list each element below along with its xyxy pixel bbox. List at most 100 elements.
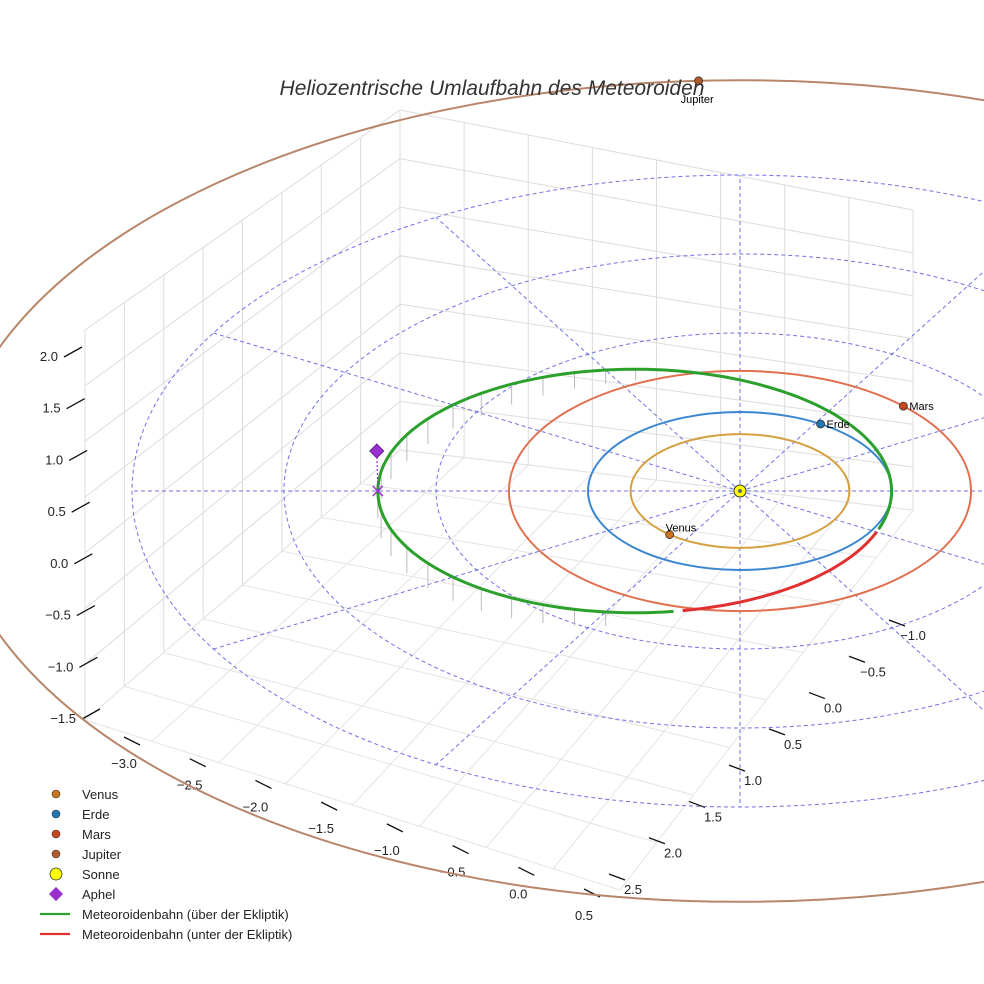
wall-grid-line (84, 158, 914, 387)
axis-tick-label: −1.5 (308, 821, 334, 836)
axis-tick-mark (608, 873, 626, 881)
axis-tick-label: 0.0 (50, 556, 68, 571)
aphelion-marker[interactable] (369, 443, 385, 459)
axis-tick-label: 0.5 (784, 737, 802, 752)
legend-item[interactable]: Aphel (48, 886, 115, 902)
floor-grid-line (352, 479, 657, 806)
planet-venus[interactable] (665, 530, 675, 539)
legend-item[interactable]: Meteoroidenbahn (unter der Ekliptik) (40, 927, 292, 942)
axis-tick-label: −1.5 (50, 711, 76, 726)
ecliptic-grid-spoke (739, 417, 984, 492)
axis-tick-label: 0.0 (509, 886, 527, 901)
axis-tick-label: 2.0 (40, 349, 58, 364)
wall-grid-line (84, 352, 914, 609)
floor-grid-line (419, 487, 721, 827)
wall-grid-line (84, 255, 914, 498)
scene-box-grid (84, 109, 914, 891)
axis-tick-mark (81, 708, 101, 720)
axis-tick-label: −1.0 (48, 659, 74, 674)
wall-grid-line (84, 303, 914, 554)
legend-item[interactable]: Venus (51, 787, 119, 802)
planet-label-erde: Erde (827, 419, 850, 431)
planet-label-mars: Mars (909, 401, 934, 413)
wall-grid-line (84, 109, 914, 331)
axis-tick-mark (73, 553, 93, 565)
axis-tick-mark (123, 736, 141, 746)
axis-tick-mark (68, 449, 88, 461)
legend-item[interactable]: Erde (51, 807, 109, 822)
orbit-mars (507, 369, 973, 613)
legend[interactable]: Venus Erde Mars Jupiter Sonne Aphel Meteoroide… (40, 787, 292, 942)
axis-tick-label: 0.5 (48, 504, 66, 519)
orbit-jupiter (0, 79, 984, 903)
axis-tick-mark (320, 801, 338, 811)
sun-core (738, 489, 742, 493)
axis-tick-label: 1.0 (744, 773, 762, 788)
axis-tick-label: −2.0 (243, 799, 269, 814)
axis-tick-mark (79, 656, 98, 668)
legend-label: Mars (82, 827, 111, 842)
axis-tick-mark (808, 691, 826, 700)
axis-tick-label: 1.0 (45, 452, 63, 467)
axis-tick-mark (768, 728, 786, 736)
planet-jupiter[interactable] (694, 76, 704, 86)
legend-item[interactable]: Meteoroidenbahn (über der Ekliptik) (40, 907, 289, 922)
legend-label: Meteoroidenbahn (über der Ekliptik) (82, 907, 289, 922)
body-layer: Venus Erde Mars Jupiter (369, 76, 934, 539)
legend-label: Sonne (82, 867, 120, 882)
meteoroid-orbit-above (376, 367, 894, 615)
axis-tick-mark (66, 398, 85, 410)
axis-tick-label: −1.0 (374, 843, 400, 858)
axis-tick-mark (648, 837, 666, 845)
planet-label-venus: Venus (666, 523, 697, 535)
planet-mars[interactable] (898, 401, 908, 411)
ecliptic-grid-spoke (213, 332, 741, 492)
wall-grid-line (84, 206, 914, 442)
orbit-layer (0, 79, 984, 903)
axis-tick-label: 2.5 (624, 882, 642, 897)
aphelion-projection (372, 485, 384, 497)
floor-grid-line (360, 483, 877, 558)
axis-tick-label: 0.0 (824, 701, 842, 716)
ecliptic-grid-spoke (739, 270, 984, 492)
wall-grid-line (84, 400, 914, 665)
axis-tick-label: −0.5 (45, 608, 71, 623)
axis-tick-mark (728, 764, 746, 772)
axis-tick-label: −3.0 (111, 756, 137, 771)
axis-tick-mark (452, 844, 469, 855)
axis-tick-mark (189, 758, 207, 768)
ecliptic-grid-spoke (739, 490, 984, 712)
axis-tick-mark (63, 346, 83, 358)
floor-grid-line (619, 509, 914, 891)
legend-item[interactable]: Jupiter (51, 847, 122, 862)
ecliptic-grid-spoke (435, 216, 741, 492)
ecliptic-grid-spoke (739, 490, 984, 565)
planet-label-jupiter: Jupiter (681, 94, 714, 106)
axis-tick-mark (688, 800, 706, 809)
ecliptic-grid-spoke (435, 490, 741, 766)
planet-erde[interactable] (816, 419, 825, 429)
legend-swatch (48, 886, 64, 902)
legend-label: Aphel (82, 887, 115, 902)
axis-tick-mark (517, 866, 535, 876)
orbit-venus (629, 433, 851, 549)
legend-item[interactable]: Sonne (49, 867, 120, 882)
axis-tick-mark (76, 605, 96, 617)
axis-tick-label: −0.5 (860, 664, 886, 679)
chart-title: Heliozentrische Umlaufbahn des Meteoroid… (280, 77, 705, 100)
meteoroid-orbit-below (682, 531, 878, 613)
axis-ticks: −1.5−1.0−0.50.00.51.01.52.0−3.0−2.5−2.0−… (40, 346, 926, 923)
ecliptic-grid-spoke (213, 490, 741, 650)
legend-swatch (51, 829, 61, 839)
axis-tick-mark (386, 823, 404, 833)
legend-swatch (49, 867, 63, 881)
legend-swatch (51, 809, 61, 819)
floor-grid-line (281, 550, 804, 653)
axis-tick-mark (888, 619, 906, 627)
legend-label: Meteoroidenbahn (unter der Ekliptik) (82, 927, 292, 942)
legend-item[interactable]: Mars (51, 827, 111, 842)
legend-label: Venus (82, 787, 119, 802)
axis-tick-label: 1.5 (42, 401, 60, 416)
legend-label: Erde (82, 807, 109, 822)
axis-tick-label: 2.0 (664, 846, 682, 861)
